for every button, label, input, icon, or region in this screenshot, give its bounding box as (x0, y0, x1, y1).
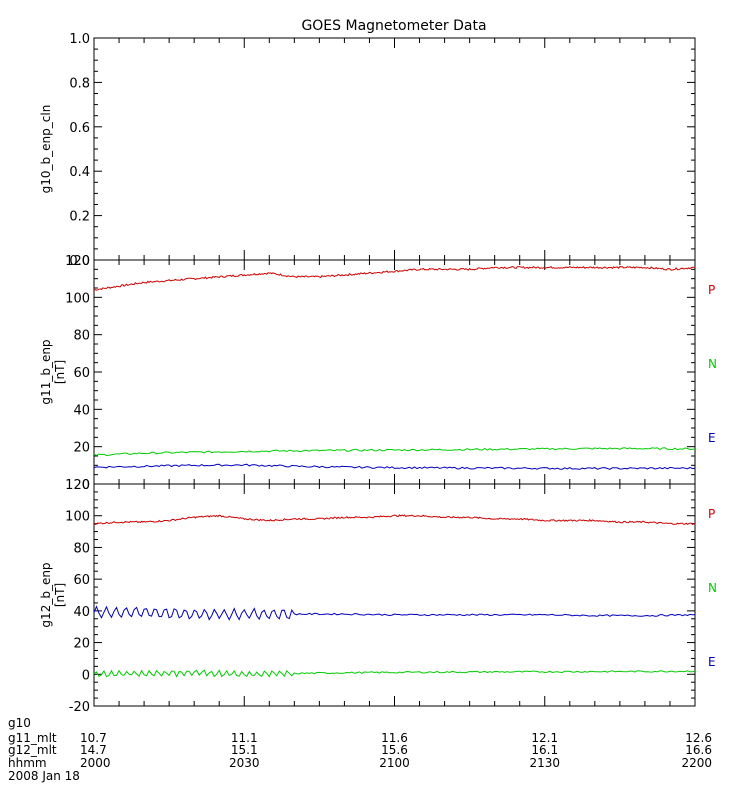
y-tick-label: 0.6 (69, 121, 90, 136)
legend-label-N: N (708, 357, 717, 371)
panel-0: 0.0 0.2 0.4 0.6 0.8 1.0 g10_b_enp_cln (39, 32, 696, 269)
y-tick-label: 1.0 (69, 32, 90, 47)
plot-frame (93, 37, 696, 261)
y-axis-label: g11_b_enp (39, 339, 53, 404)
x-row-label: hhmm (8, 756, 47, 770)
y-tick-label: 100 (65, 510, 90, 525)
y-axis-unit: [nT] (53, 360, 67, 384)
legend-label-P: P (708, 507, 715, 521)
y-tick-label: 20 (73, 637, 90, 652)
panel-2: -20 0 20 40 60 80 100 120 g12_b_enp [nT] P N E (39, 478, 717, 715)
x-tick-label: 11.6 (381, 731, 408, 745)
y-tick-label: 120 (65, 254, 90, 269)
x-tick-label: 14.7 (80, 743, 107, 757)
series-line-N (93, 669, 696, 678)
x-row-label: g11_mlt (8, 731, 57, 745)
series-line-N (93, 447, 696, 457)
x-tick-label: 2130 (529, 756, 560, 770)
x-tick-label: 15.6 (381, 743, 408, 757)
x-tick-label: 16.6 (685, 743, 712, 757)
series-line-E (93, 605, 695, 621)
x-tick-label: 2030 (229, 756, 260, 770)
y-tick-label: 60 (73, 573, 90, 588)
y-tick-label: 0 (82, 478, 90, 493)
x-tick-label: 2100 (379, 756, 410, 770)
y-tick-label: -20 (69, 700, 90, 715)
y-tick-label: 60 (73, 366, 90, 381)
series-line-E (93, 463, 696, 470)
y-tick-label: 100 (65, 291, 90, 306)
x-row-label: g12_mlt (8, 743, 57, 757)
y-tick-label: 80 (73, 329, 90, 344)
legend-label-P: P (708, 283, 715, 297)
y-tick-label: 0.4 (69, 165, 90, 180)
y-axis-label: g10_b_enp_cln (39, 105, 53, 194)
legend-label-E: E (708, 431, 716, 445)
x-tick-label: 12.6 (685, 731, 712, 745)
x-row-label: g10 (8, 716, 31, 730)
y-tick-label: 120 (65, 478, 90, 493)
y-tick-label: 20 (73, 441, 90, 456)
series-line-P (93, 265, 696, 291)
x-tick-label: 15.1 (231, 743, 258, 757)
y-tick-label: 0.0 (69, 254, 90, 269)
x-tick-label: 2000 (80, 756, 111, 770)
y-tick-label: 40 (73, 403, 90, 418)
y-tick-label: 0.8 (69, 76, 90, 91)
y-tick-label: 0 (82, 668, 90, 683)
x-tick-label: 10.7 (80, 731, 107, 745)
panel-1: 0 20 40 60 80 100 120 g11_b_enp [nT] P N E (39, 254, 717, 493)
x-tick-label: 12.1 (531, 731, 558, 745)
legend-label-N: N (708, 581, 717, 595)
y-tick-label: 0.2 (69, 210, 90, 225)
y-axis-label: g12_b_enp (39, 562, 53, 627)
y-tick-label: 80 (73, 541, 90, 556)
x-tick-label: 11.1 (231, 731, 258, 745)
y-tick-label: 40 (73, 605, 90, 620)
x-tick-label: 2200 (681, 756, 712, 770)
chart-title: GOES Magnetometer Data (301, 18, 486, 34)
panels-group: 0.0 0.2 0.4 0.6 0.8 1.0 g10_b_enp_cln 0 20 40 60 80… (39, 32, 717, 715)
x-tick-label: 16.1 (531, 743, 558, 757)
legend-label-E: E (708, 655, 716, 669)
x-date-label: 2008 Jan 18 (8, 769, 80, 783)
y-axis-unit: [nT] (53, 583, 67, 607)
series-line-P (93, 514, 696, 526)
